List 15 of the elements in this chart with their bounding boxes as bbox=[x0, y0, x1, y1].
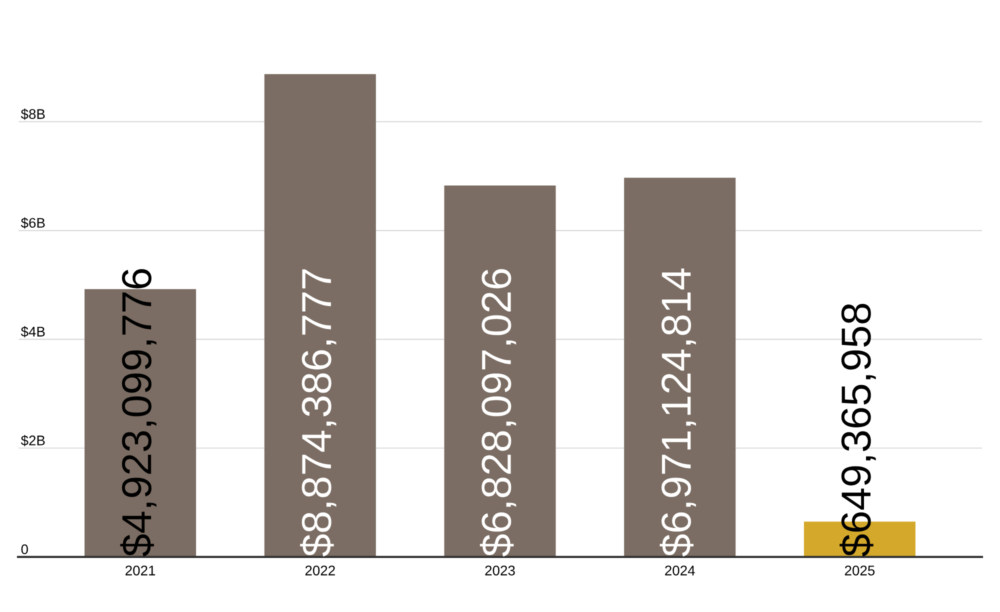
data-label: $4,923,099,776 bbox=[120, 269, 156, 556]
y-tick-label: $2B bbox=[20, 434, 45, 446]
x-tick-label: 2023 bbox=[485, 566, 515, 576]
y-tick-label: 0 bbox=[21, 544, 28, 554]
data-label: $8,874,386,777 bbox=[300, 269, 336, 556]
x-tick-label: 2024 bbox=[665, 566, 695, 576]
data-label: $649,365,958 bbox=[840, 304, 876, 556]
x-tick-label: 2025 bbox=[844, 566, 875, 576]
data-label: $6,971,124,814 bbox=[660, 268, 696, 556]
x-tick-label: 2022 bbox=[305, 566, 335, 576]
y-tick-label: $6B bbox=[20, 217, 45, 229]
data-label: $6,828,097,026 bbox=[480, 269, 516, 556]
y-tick-label: $8B bbox=[20, 108, 45, 120]
x-tick-label: 2021 bbox=[126, 566, 156, 576]
y-tick-label: $4B bbox=[20, 326, 45, 338]
